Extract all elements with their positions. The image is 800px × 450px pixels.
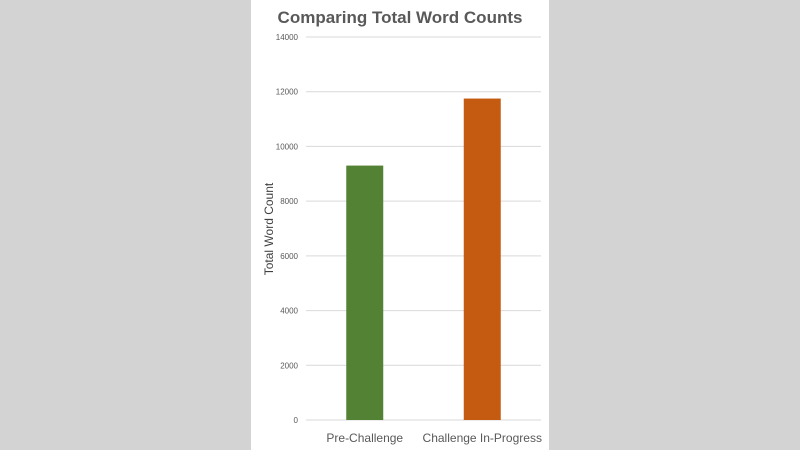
bar-chart: Comparing Total Word Counts Total Word C… (262, 8, 542, 445)
bar-pre-challenge (346, 165, 384, 420)
y-tick-label: 12000 (276, 88, 299, 97)
bars (346, 98, 501, 420)
x-category-label: Pre-Challenge (326, 431, 403, 445)
y-tick-label: 14000 (276, 33, 299, 42)
y-axis-ticks: 0 2000 4000 6000 8000 10000 12000 14000 (276, 33, 299, 425)
y-tick-label: 0 (294, 416, 299, 425)
chart-card: Comparing Total Word Counts Total Word C… (251, 0, 549, 450)
y-tick-label: 10000 (276, 142, 299, 151)
y-axis-label: Total Word Count (262, 182, 276, 275)
y-tick-label: 8000 (280, 197, 298, 206)
chart-title: Comparing Total Word Counts (278, 8, 523, 27)
y-tick-label: 4000 (280, 307, 298, 316)
y-tick-label: 6000 (280, 252, 298, 261)
gridlines (306, 36, 541, 421)
y-tick-label: 2000 (280, 361, 298, 370)
x-axis-categories: Pre-Challenge Challenge In-Progress (326, 431, 542, 445)
bar-challenge-in-progress (463, 98, 501, 420)
x-category-label: Challenge In-Progress (423, 431, 542, 445)
